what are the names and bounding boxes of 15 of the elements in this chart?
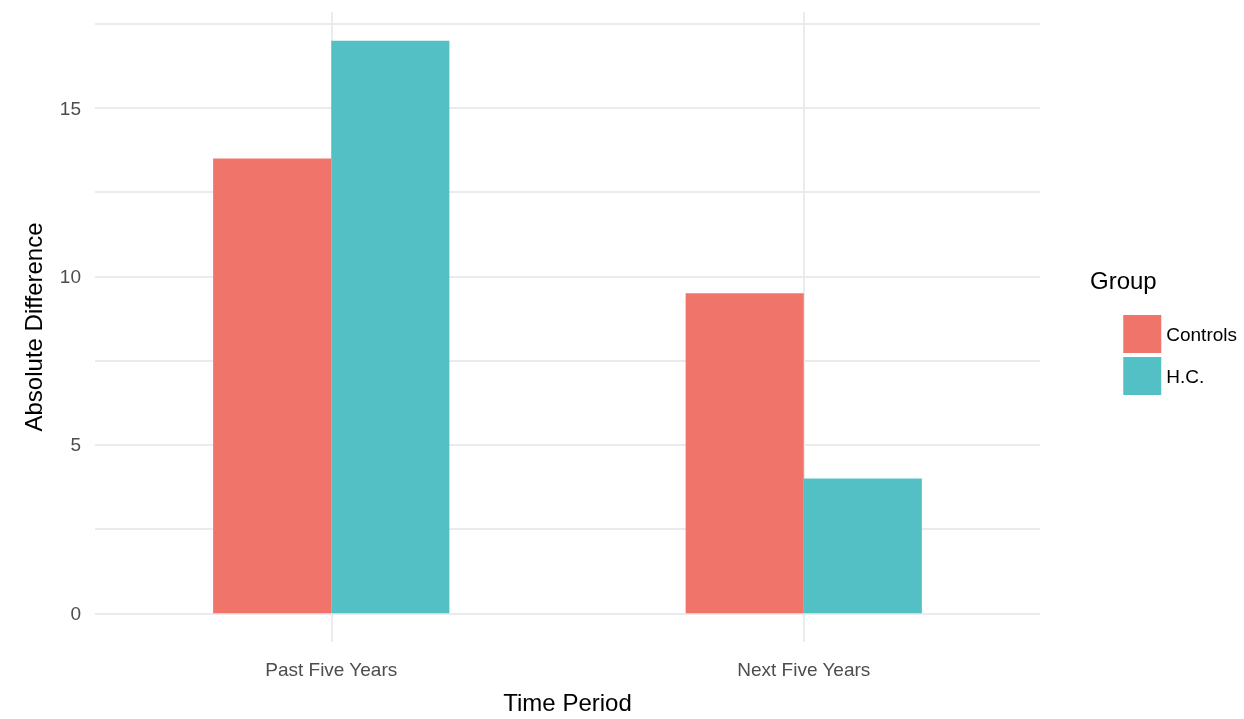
x-tick-label: Next Five Years bbox=[737, 659, 871, 680]
y-tick-label: 0 bbox=[70, 602, 81, 624]
bar bbox=[803, 478, 922, 614]
y-axis-title: Absolute Difference bbox=[19, 222, 47, 432]
legend-label: H.C. bbox=[1166, 365, 1205, 387]
legend-title: Group bbox=[1090, 266, 1157, 294]
y-tick-label: 10 bbox=[59, 265, 81, 287]
bar bbox=[685, 293, 804, 614]
legend-label: Controls bbox=[1166, 323, 1237, 345]
y-tick-label: 15 bbox=[59, 97, 81, 119]
y-tick-label: 5 bbox=[70, 434, 81, 456]
bar bbox=[331, 40, 450, 614]
x-axis-title: Time Period bbox=[503, 688, 632, 716]
x-tick-label: Past Five Years bbox=[265, 659, 398, 680]
bar bbox=[213, 158, 332, 614]
